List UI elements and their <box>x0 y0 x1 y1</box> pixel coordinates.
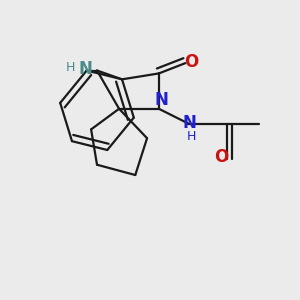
Text: H: H <box>66 61 75 74</box>
Text: N: N <box>154 91 168 109</box>
Text: O: O <box>214 148 228 166</box>
Text: O: O <box>184 53 198 71</box>
Text: N: N <box>183 115 197 133</box>
Text: N: N <box>78 60 92 78</box>
Text: H: H <box>187 130 196 143</box>
